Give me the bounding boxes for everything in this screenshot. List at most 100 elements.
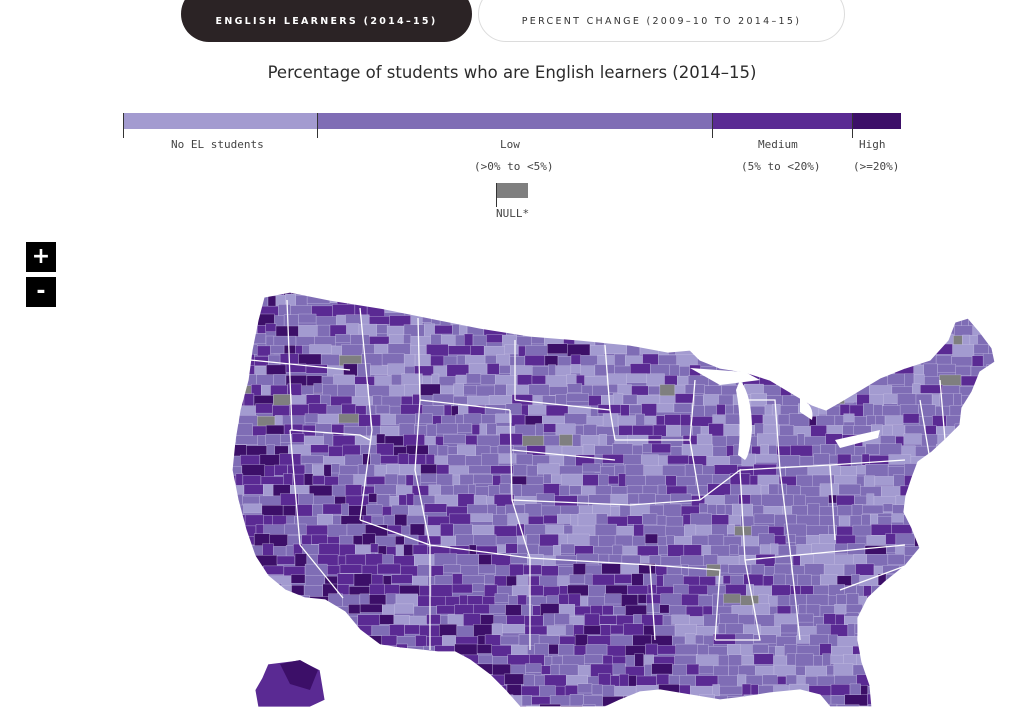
county-region[interactable] — [221, 366, 235, 381]
county-region[interactable] — [932, 586, 954, 603]
county-region[interactable] — [1007, 434, 1027, 447]
county-region[interactable] — [907, 636, 924, 649]
county-region[interactable] — [980, 376, 989, 391]
county-region[interactable] — [676, 644, 698, 654]
county-region[interactable] — [343, 674, 363, 685]
county-region[interactable] — [257, 637, 272, 651]
county-region[interactable] — [366, 405, 376, 415]
county-region[interactable] — [257, 416, 275, 426]
county-region[interactable] — [672, 315, 680, 327]
county-region[interactable] — [238, 304, 245, 322]
county-region[interactable] — [688, 294, 705, 303]
county-region[interactable] — [586, 304, 598, 313]
county-region[interactable] — [947, 545, 956, 556]
county-region[interactable] — [915, 666, 928, 683]
county-region[interactable] — [663, 504, 681, 517]
county-region[interactable] — [564, 455, 576, 466]
county-region[interactable] — [268, 296, 276, 306]
county-region[interactable] — [995, 397, 1002, 414]
county-region[interactable] — [364, 285, 376, 302]
county-region[interactable] — [382, 354, 404, 366]
county-region[interactable] — [243, 636, 257, 650]
county-region[interactable] — [1009, 624, 1028, 635]
county-region[interactable] — [989, 655, 1003, 670]
county-region[interactable] — [524, 316, 540, 331]
county-region[interactable] — [994, 634, 1011, 647]
county-region[interactable] — [426, 694, 447, 707]
county-region[interactable] — [964, 556, 974, 569]
county-region[interactable] — [1010, 296, 1017, 312]
county-region[interactable] — [923, 656, 938, 673]
county-region[interactable] — [369, 656, 390, 664]
county-region[interactable] — [876, 294, 891, 308]
county-region[interactable] — [797, 434, 804, 445]
county-region[interactable] — [364, 674, 382, 683]
county-region[interactable] — [874, 285, 883, 298]
county-region[interactable] — [924, 544, 947, 557]
county-region[interactable] — [888, 554, 905, 564]
county-region[interactable] — [305, 414, 318, 423]
county-region[interactable] — [220, 335, 238, 344]
county-region[interactable] — [652, 664, 673, 675]
county-region[interactable] — [302, 386, 314, 395]
county-region[interactable] — [603, 655, 612, 664]
county-region[interactable] — [656, 576, 663, 588]
county-region[interactable] — [786, 574, 798, 585]
county-region[interactable] — [845, 296, 853, 307]
county-region[interactable] — [380, 615, 394, 625]
county-region[interactable] — [285, 524, 307, 535]
county-region[interactable] — [437, 605, 455, 614]
county-region[interactable] — [1003, 656, 1012, 674]
county-region[interactable] — [705, 386, 722, 395]
county-region[interactable] — [330, 295, 337, 303]
county-region[interactable] — [912, 576, 928, 591]
county-region[interactable] — [935, 617, 943, 631]
county-region[interactable] — [636, 304, 652, 322]
county-region[interactable] — [434, 666, 456, 680]
county-region[interactable] — [909, 305, 926, 317]
county-region[interactable] — [1009, 584, 1027, 600]
county-region[interactable] — [455, 335, 464, 347]
county-region[interactable] — [832, 356, 853, 367]
county-region[interactable] — [977, 506, 991, 521]
county-region[interactable] — [396, 414, 416, 425]
county-region[interactable] — [974, 394, 995, 407]
county-region[interactable] — [292, 434, 304, 443]
county-region[interactable] — [509, 295, 526, 310]
county-region[interactable] — [425, 677, 447, 690]
county-region[interactable] — [906, 646, 916, 660]
county-region[interactable] — [882, 614, 890, 632]
county-region[interactable] — [527, 296, 548, 310]
county-region[interactable] — [627, 516, 642, 525]
county-region[interactable] — [875, 664, 896, 679]
county-region[interactable] — [976, 654, 990, 663]
county-region[interactable] — [456, 665, 473, 681]
county-region[interactable] — [459, 595, 467, 606]
county-region[interactable] — [753, 296, 773, 311]
county-region[interactable] — [877, 704, 887, 707]
county-region[interactable] — [878, 656, 894, 672]
county-region[interactable] — [857, 466, 866, 474]
county-region[interactable] — [453, 284, 469, 298]
county-region[interactable] — [532, 697, 550, 705]
county-region[interactable] — [786, 286, 800, 297]
county-region[interactable] — [629, 295, 639, 304]
county-region[interactable] — [888, 635, 907, 650]
county-region[interactable] — [352, 666, 362, 679]
county-region[interactable] — [957, 576, 970, 588]
county-region[interactable] — [531, 334, 544, 344]
county-region[interactable] — [754, 514, 775, 523]
county-region[interactable] — [938, 474, 954, 492]
county-region[interactable] — [496, 414, 512, 423]
county-region[interactable] — [938, 664, 945, 673]
county-region[interactable] — [742, 655, 754, 664]
county-region[interactable] — [763, 305, 774, 319]
county-region[interactable] — [962, 536, 971, 547]
county-region[interactable] — [767, 364, 785, 380]
county-region[interactable] — [319, 544, 339, 556]
county-region[interactable] — [924, 505, 939, 519]
county-region[interactable] — [926, 316, 948, 331]
county-region[interactable] — [753, 314, 770, 329]
county-region[interactable] — [720, 326, 733, 343]
county-region[interactable] — [839, 516, 850, 528]
